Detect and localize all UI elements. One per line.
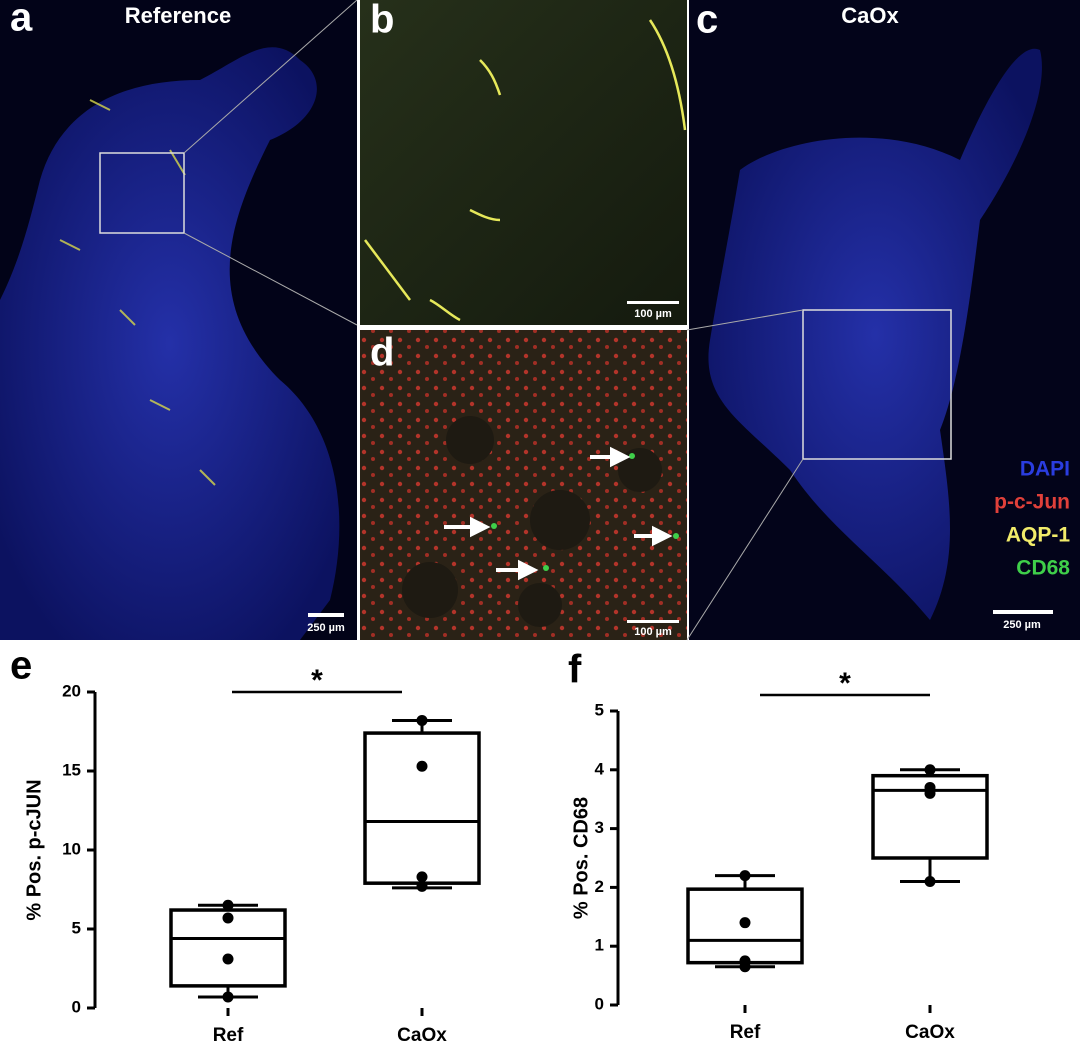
panel-label: d	[370, 331, 394, 375]
scale-label: 100 µm	[634, 626, 672, 638]
scale-bar	[308, 613, 344, 617]
legend-entry: p-c-Jun	[994, 491, 1070, 514]
data-point	[222, 991, 234, 1003]
scale-bar	[627, 620, 679, 623]
aqp-stain	[363, 19, 687, 322]
tissue	[0, 47, 340, 640]
zoom-line	[183, 232, 358, 326]
panel-label: b	[370, 0, 394, 42]
significance: *	[839, 667, 851, 700]
panel-label: a	[10, 0, 33, 40]
panel-c: c CaOx 250 µm	[686, 0, 1080, 641]
legend: DAPI p-c-Jun AQP-1 CD68	[994, 458, 1070, 580]
tubules	[402, 416, 662, 627]
y-tick-label: 20	[62, 681, 81, 700]
data-point	[924, 764, 936, 776]
y-tick-label: 0	[72, 997, 81, 1016]
data-point	[222, 899, 234, 911]
cd68-stain	[491, 453, 679, 571]
panel-label: c	[696, 0, 718, 42]
y-tick-label: 15	[62, 760, 81, 779]
data-point	[924, 787, 936, 799]
scale-bar	[993, 610, 1053, 614]
data-point	[416, 871, 428, 883]
legend-entry: DAPI	[1020, 458, 1070, 481]
panel-title: Reference	[125, 3, 231, 28]
scale-label: 250 µm	[1003, 619, 1041, 631]
y-tick-label: 2	[595, 877, 604, 896]
data-point	[416, 714, 428, 726]
data-point	[924, 876, 936, 888]
x-tick-label: CaOx	[397, 1025, 447, 1046]
scale-label: 250 µm	[307, 622, 345, 634]
zoom-line	[183, 0, 358, 154]
zoom-box	[802, 309, 952, 460]
box-chart: f % Pos. CD68 0 1 2 3 4 5 Ref CaOx *	[568, 648, 989, 1043]
panel-title: CaOx	[841, 3, 899, 28]
box	[871, 773, 989, 860]
data-point	[416, 880, 428, 892]
zoom-line	[686, 309, 804, 331]
panel-a: a Reference 250 µm	[0, 0, 358, 640]
scale-label: 100 µm	[634, 308, 672, 320]
y-tick-label: 5	[72, 918, 81, 937]
scale-bar	[627, 301, 679, 304]
y-tick-label: 1	[595, 936, 604, 955]
data-point	[739, 870, 751, 882]
box	[363, 731, 481, 885]
zoom-line	[686, 458, 804, 641]
box-chart: e % Pos. p-cJUN 0 5 10 15 20 Ref CaOx *	[10, 644, 481, 1046]
data-point	[416, 760, 428, 772]
y-axis-label: % Pos. p-cJUN	[23, 779, 45, 920]
y-axis-label: % Pos. CD68	[570, 797, 592, 919]
image-background	[360, 0, 687, 325]
x-tick-label: Ref	[730, 1022, 761, 1043]
aqp-stain	[59, 99, 216, 486]
significance: *	[311, 664, 323, 697]
data-point	[222, 912, 234, 924]
y-tick-label: 0	[595, 994, 604, 1013]
y-tick-label: 10	[62, 839, 81, 858]
y-tick-label: 5	[595, 700, 604, 719]
legend-entry: AQP-1	[1006, 524, 1071, 547]
arrows	[444, 446, 673, 581]
panel-label: f	[568, 648, 582, 692]
tissue	[708, 48, 1042, 620]
x-tick-label: Ref	[213, 1025, 244, 1046]
legend-entry: CD68	[1016, 557, 1070, 580]
panel-label: e	[10, 644, 32, 688]
panel-d: d 100 µm	[360, 330, 687, 640]
data-point	[739, 917, 751, 929]
y-tick-label: 3	[595, 818, 604, 837]
x-tick-label: CaOx	[905, 1022, 955, 1043]
data-point	[739, 961, 751, 973]
y-tick-label: 4	[595, 759, 605, 778]
panel-b: b 100 µm	[360, 0, 687, 325]
data-point	[222, 953, 234, 965]
zoom-box	[99, 152, 185, 234]
